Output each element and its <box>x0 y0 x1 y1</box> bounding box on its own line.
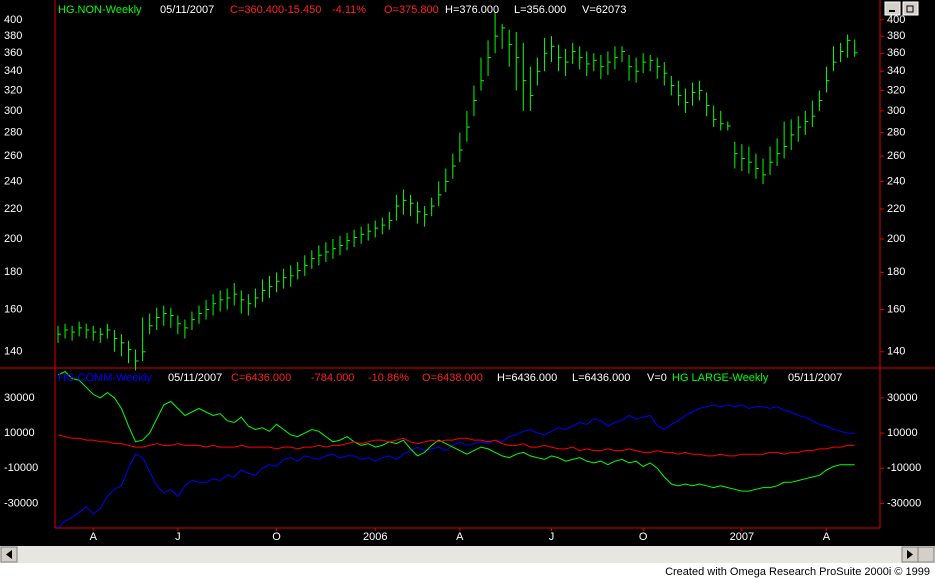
footer-band <box>0 563 935 578</box>
y-tick-label: 160 <box>887 303 905 315</box>
series-line <box>57 370 855 492</box>
scroll-right-arrow <box>907 550 913 559</box>
y-tick-label: 400 <box>887 14 905 26</box>
y-tick-label: 240 <box>4 175 22 187</box>
x-tick-label: O <box>272 531 281 543</box>
header-text: 05/11/2007 <box>788 372 842 384</box>
y-tick-label: 260 <box>887 150 905 162</box>
header-text: -784.000 <box>311 372 354 384</box>
y-tick-label: 360 <box>4 47 22 59</box>
x-tick-label: 2007 <box>730 531 754 543</box>
x-tick-label: J <box>175 531 181 543</box>
scrollbar[interactable] <box>0 546 935 563</box>
y-tick-label: 320 <box>4 84 22 96</box>
y-tick-label: 300 <box>4 105 22 117</box>
header-text: 05/11/2007 <box>168 372 222 384</box>
y-tick-label: -10000 <box>4 462 38 474</box>
y-tick-label: 380 <box>887 30 905 42</box>
y-tick-label: 340 <box>887 65 905 77</box>
scroll-thumb[interactable] <box>917 546 935 563</box>
header-text: C=6436.000 <box>231 372 291 384</box>
header-text: -10.86% <box>368 372 409 384</box>
header-text: 05/11/2007 <box>160 4 214 16</box>
y-tick-label: 220 <box>4 203 22 215</box>
y-tick-label: 160 <box>4 303 22 315</box>
y-tick-label: 30000 <box>887 392 918 404</box>
y-tick-label: 140 <box>887 346 905 358</box>
y-tick-label: 280 <box>887 127 905 139</box>
y-tick-label: 220 <box>887 203 905 215</box>
restore-icon <box>906 5 914 13</box>
header-text: HG LARGE-Weekly <box>672 372 769 384</box>
y-tick-label: -30000 <box>4 497 38 509</box>
footer-text: Created with Omega Research ProSuite 200… <box>665 566 930 578</box>
y-tick-label: 260 <box>4 150 22 162</box>
chart-background <box>0 0 935 546</box>
header-text: L=6436.000 <box>572 372 630 384</box>
x-tick-label: J <box>549 531 555 543</box>
series-line <box>57 434 855 457</box>
x-tick-label: 2006 <box>363 531 387 543</box>
scroll-left-arrow <box>6 550 12 559</box>
header-text: -4.11% <box>332 4 366 16</box>
y-tick-label: 180 <box>887 266 905 278</box>
y-tick-label: 200 <box>4 233 22 245</box>
header-text: L=356.000 <box>514 4 566 16</box>
x-tick-label: O <box>639 531 648 543</box>
y-tick-label: 400 <box>4 14 22 26</box>
x-tick-label: A <box>823 531 831 543</box>
y-tick-label: 10000 <box>4 427 35 439</box>
y-tick-label: 320 <box>887 84 905 96</box>
y-tick-label: 200 <box>887 233 905 245</box>
header-text: -15.450 <box>284 4 321 16</box>
header-text: V=62073 <box>582 4 626 16</box>
y-tick-label: 10000 <box>887 427 918 439</box>
x-tick-label: A <box>456 531 464 543</box>
y-tick-label: 380 <box>4 30 22 42</box>
header-text: H=6436.000 <box>497 372 557 384</box>
y-tick-label: 140 <box>4 346 22 358</box>
y-tick-label: 340 <box>4 65 22 77</box>
y-tick-label: -10000 <box>887 462 921 474</box>
y-tick-label: 360 <box>887 47 905 59</box>
y-tick-label: 300 <box>887 105 905 117</box>
header-text: HG COMM-Weekly <box>58 372 152 384</box>
minimize-button[interactable] <box>884 1 901 16</box>
x-tick-label: A <box>90 531 98 543</box>
header-text: HG.NON-Weekly <box>58 4 142 16</box>
y-tick-label: 30000 <box>4 392 35 404</box>
header-text: V=0 <box>647 372 667 384</box>
y-tick-label: 280 <box>4 127 22 139</box>
y-tick-label: -30000 <box>887 497 921 509</box>
header-text: H=376.000 <box>445 4 499 16</box>
y-tick-label: 180 <box>4 266 22 278</box>
header-text: C=360.400 <box>230 4 284 16</box>
header-text: O=375.800 <box>384 4 439 16</box>
series-line <box>57 404 855 529</box>
y-tick-label: 240 <box>887 175 905 187</box>
header-text: O=6438.000 <box>422 372 483 384</box>
